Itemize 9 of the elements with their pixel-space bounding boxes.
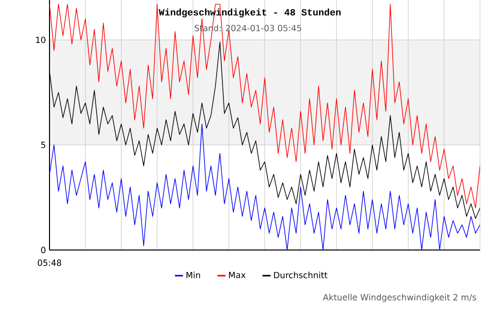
legend-label: Durchschnitt xyxy=(274,272,328,278)
text: Aktuelle Windgeschwindigkeit 2 m/s xyxy=(322,294,476,302)
y-tick-label: 10 xyxy=(36,36,46,44)
legend-label: Max xyxy=(229,272,246,278)
line-series xyxy=(50,4,480,208)
legend-label: Min xyxy=(186,272,200,278)
text: 05:48 xyxy=(38,260,62,266)
y-tick-label: 5 xyxy=(41,142,46,148)
y-tick-label: 0 xyxy=(41,246,46,254)
